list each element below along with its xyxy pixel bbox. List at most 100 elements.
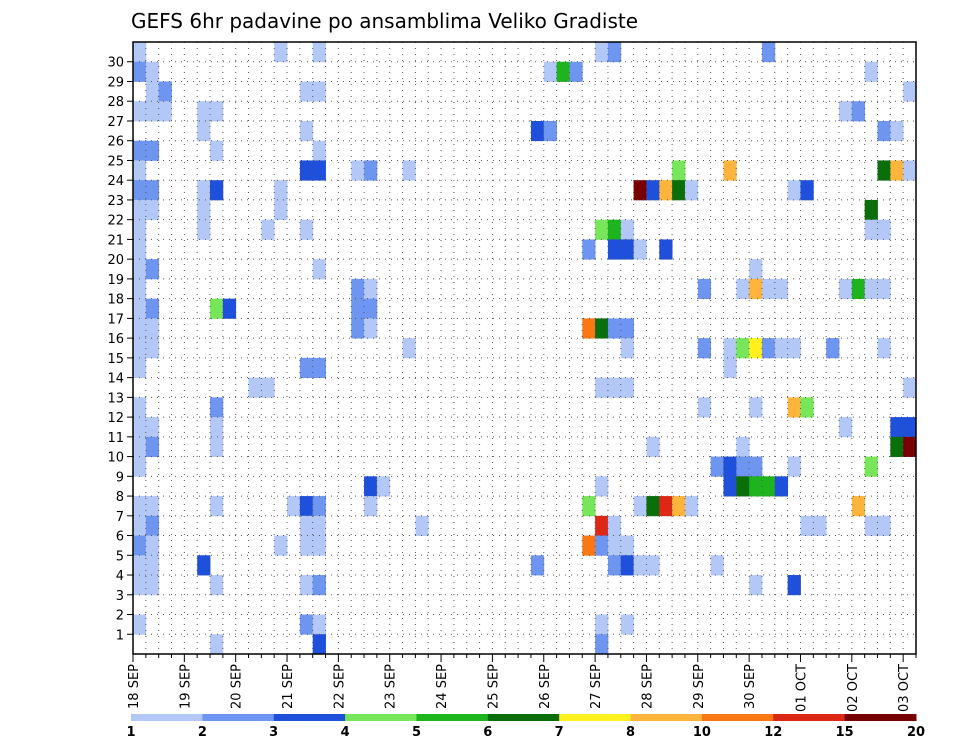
y-tick-label: 7 — [116, 510, 124, 525]
heatmap-cell — [620, 377, 635, 398]
heatmap-cell — [723, 160, 737, 181]
heatmap-cell — [659, 496, 673, 517]
heatmap-cell — [595, 476, 609, 497]
heatmap-cell — [903, 81, 917, 102]
y-tick-label: 11 — [107, 431, 124, 446]
heatmap-cell — [646, 436, 660, 457]
heatmap-cell — [312, 259, 326, 280]
x-tick-label: 26 SEP — [538, 664, 553, 709]
heatmap-cell — [299, 575, 314, 596]
heatmap-cell — [826, 338, 840, 359]
heatmap-cell — [145, 101, 160, 122]
heatmap-cell — [864, 515, 878, 536]
y-tick-label: 4 — [116, 569, 124, 584]
heatmap-cell — [158, 101, 172, 122]
heatmap-cell — [890, 417, 904, 438]
heatmap-cell — [800, 515, 814, 536]
heatmap-cell — [415, 515, 429, 536]
x-tick-label: 28 SEP — [640, 664, 655, 709]
heatmap-cell — [530, 555, 545, 576]
heatmap-cell — [197, 219, 211, 240]
heatmap-cell — [133, 515, 147, 536]
heatmap-cell — [697, 397, 712, 418]
y-tick-label: 8 — [116, 490, 124, 505]
heatmap-cell — [133, 417, 147, 438]
heatmap-cell — [210, 140, 224, 161]
legend-label: 20 — [907, 725, 925, 740]
heatmap-cell — [133, 298, 147, 319]
heatmap-cell — [133, 180, 147, 201]
heatmap-cell — [145, 436, 160, 457]
heatmap-cell — [749, 278, 763, 300]
heatmap-cell — [210, 180, 224, 201]
heatmap-cell — [312, 634, 326, 655]
heatmap-cell — [197, 555, 211, 576]
heatmap-cell — [607, 515, 622, 536]
heatmap-cell — [646, 496, 660, 517]
heatmap-cell — [312, 515, 326, 536]
heatmap-cell — [133, 199, 147, 221]
heatmap-cell — [620, 239, 635, 260]
heatmap-cell — [774, 278, 789, 300]
heatmap-cell — [582, 239, 596, 260]
heatmap-cell — [761, 338, 776, 359]
legend-label: 1 — [126, 725, 135, 740]
x-tick-label: 03 OCT — [897, 664, 912, 712]
heatmap-cell — [133, 436, 147, 457]
y-tick-label: 10 — [107, 451, 124, 466]
heatmap-cell — [595, 535, 609, 556]
heatmap-cell — [800, 180, 814, 201]
heatmap-cell — [684, 180, 699, 201]
heatmap-cell — [864, 278, 878, 300]
heatmap-cell — [133, 61, 147, 82]
heatmap-cell — [133, 357, 147, 379]
heatmap-cell — [877, 219, 891, 240]
heatmap-cell — [158, 81, 172, 102]
heatmap-cell — [890, 120, 904, 142]
y-tick-label: 5 — [116, 549, 124, 564]
heatmap-cell — [787, 397, 801, 418]
y-tick-label: 20 — [107, 253, 124, 268]
heatmap-cell — [364, 496, 378, 517]
heatmap-cell — [210, 397, 224, 418]
heatmap-cell — [595, 515, 609, 536]
heatmap-cell — [595, 42, 609, 63]
heatmap-cell — [364, 298, 378, 319]
heatmap-cell — [274, 199, 288, 221]
heatmap-cell — [299, 515, 314, 536]
heatmap-cell — [774, 476, 789, 497]
heatmap-cell — [351, 298, 365, 319]
heatmap-cell — [402, 338, 416, 359]
heatmap-cell — [633, 496, 647, 517]
heatmap-cell — [210, 298, 224, 319]
y-tick-label: 26 — [107, 135, 124, 150]
legend-label: 12 — [764, 725, 782, 740]
heatmap-cell — [543, 61, 557, 82]
heatmap-cell — [595, 377, 609, 398]
heatmap-cell — [133, 219, 147, 240]
heatmap-cell — [248, 377, 262, 398]
legend-label: 2 — [198, 725, 207, 740]
legend-swatch — [131, 714, 203, 721]
y-tick-label: 14 — [107, 372, 124, 387]
y-tick-label: 2 — [116, 609, 124, 624]
heatmap-cell — [749, 476, 763, 497]
y-tick-label: 21 — [107, 233, 124, 248]
x-tick-label: 29 SEP — [692, 664, 707, 709]
heatmap-cell — [222, 298, 237, 319]
heatmap-cell — [864, 61, 878, 82]
heatmap-cell — [145, 318, 160, 339]
heatmap-cell — [287, 496, 301, 517]
heatmap-cell — [133, 614, 147, 635]
heatmap-cell — [620, 219, 635, 240]
heatmap-cell — [197, 101, 211, 122]
heatmap-cell — [864, 456, 878, 477]
heatmap-cell — [723, 338, 737, 359]
heatmap-cell — [312, 81, 326, 102]
color-legend: 1 2 3 4 5 6 7 8 10 12 15 20 — [126, 714, 925, 740]
x-tick-label: 01 OCT — [795, 664, 810, 712]
heatmap-cell — [351, 160, 365, 181]
heatmap-cell — [210, 417, 224, 438]
y-tick-label: 27 — [107, 115, 124, 130]
